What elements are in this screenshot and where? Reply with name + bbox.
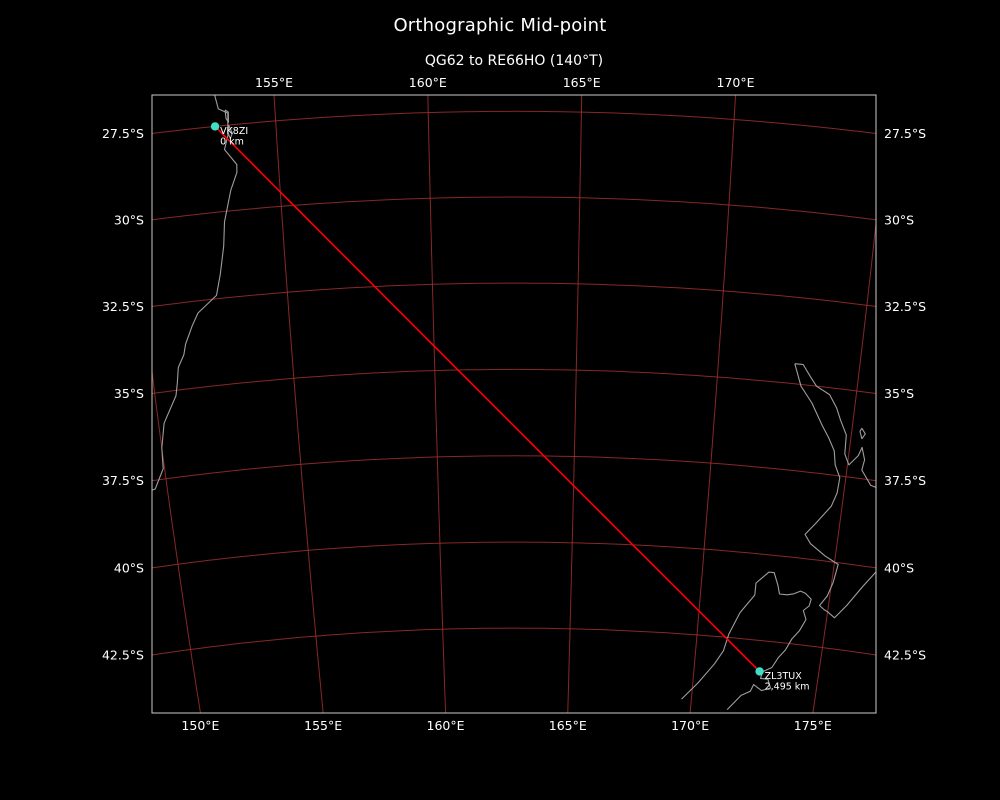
tick-label-left: 32.5°S: [102, 299, 144, 314]
coastline-nz-north-island: [794, 363, 876, 619]
graticule-parallel: [152, 541, 876, 569]
tick-label-right: 35°S: [884, 386, 914, 401]
plot-frame: [151, 94, 877, 714]
tick-label-right: 40°S: [884, 560, 914, 575]
coastline-australia-east: [152, 95, 238, 491]
graticule-meridian: [567, 95, 583, 713]
map-subtitle: QG62 to RE66HO (140°T): [424, 53, 604, 69]
tick-label-top: 165°E: [563, 75, 601, 90]
tick-label-left: 42.5°S: [102, 647, 144, 662]
graticule-parallel: [152, 196, 876, 221]
tick-label-top: 160°E: [409, 75, 447, 90]
station-name-label: VK8ZI: [220, 126, 248, 137]
tick-label-right: 27.5°S: [884, 126, 926, 141]
page-title: Orthographic Mid-point: [393, 15, 607, 36]
graticule-meridian: [689, 95, 737, 713]
coastline-stradbroke-island: [227, 124, 233, 140]
tick-label-left: 35°S: [114, 386, 144, 401]
tick-label-bottom: 170°E: [671, 718, 709, 733]
graticule-parallel: [152, 455, 876, 482]
graticule-meridian: [273, 95, 324, 713]
tick-label-top: 170°E: [717, 75, 755, 90]
tick-label-right: 30°S: [884, 212, 914, 227]
great-circle-track: [214, 125, 761, 672]
tick-label-top: 155°E: [255, 75, 293, 90]
graticule-parallel: [152, 110, 876, 135]
graticule-meridian: [812, 218, 876, 713]
tick-label-left: 27.5°S: [102, 126, 144, 141]
tick-label-bottom: 160°E: [427, 718, 465, 733]
tick-label-bottom: 175°E: [794, 718, 832, 733]
station-marker-zl3tux: [755, 667, 764, 676]
graticule-meridian: [427, 95, 447, 713]
station-distance-label: 0 km: [220, 136, 244, 147]
graticule-meridian: [152, 368, 201, 713]
coastline-great-barrier-island: [859, 427, 866, 440]
tick-label-bottom: 165°E: [549, 718, 587, 733]
graticule-parallel: [152, 368, 876, 394]
tick-label-right: 37.5°S: [884, 473, 926, 488]
coastline-nz-south-island: [681, 571, 812, 710]
station-distance-label: 2,495 km: [765, 681, 810, 692]
tick-label-bottom: 150°E: [181, 718, 219, 733]
station-marker-vk8zi: [210, 122, 220, 131]
graticule-parallel: [152, 282, 876, 307]
tick-label-left: 30°S: [114, 212, 144, 227]
tick-label-right: 32.5°S: [884, 299, 926, 314]
tick-label-left: 40°S: [114, 560, 144, 575]
coastline-moreton-island: [224, 109, 230, 123]
tick-label-left: 37.5°S: [102, 473, 144, 488]
tick-label-right: 42.5°S: [884, 647, 926, 662]
station-name-label: ZL3TUX: [765, 671, 803, 682]
tick-label-bottom: 155°E: [304, 718, 342, 733]
graticule-parallel: [152, 627, 876, 656]
